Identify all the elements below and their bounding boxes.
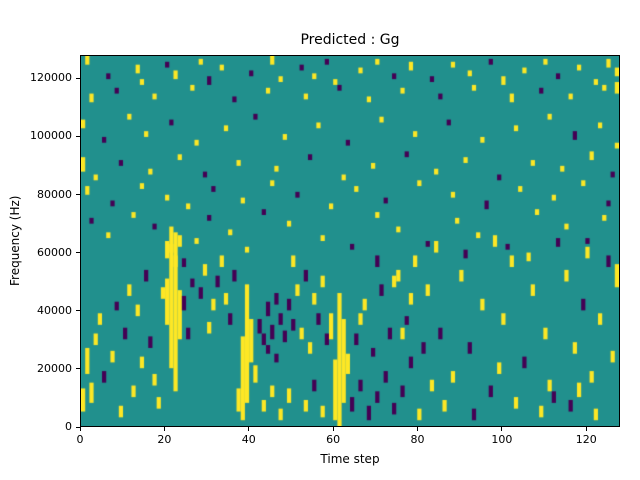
plot-area (80, 55, 620, 427)
y-tick-mark (76, 426, 80, 428)
y-tick-mark (76, 194, 80, 195)
y-tick-label: 0 (65, 420, 72, 433)
x-tick-mark (417, 427, 418, 431)
chart-title: Predicted : Gg (300, 32, 400, 48)
x-tick-label: 60 (326, 433, 341, 446)
y-tick-label: 20000 (37, 361, 72, 375)
x-tick-label: 20 (157, 433, 172, 446)
x-tick-mark (585, 427, 587, 431)
x-tick-mark (332, 427, 334, 431)
y-tick-mark (76, 252, 80, 254)
heatmap-canvas (81, 56, 619, 426)
y-tick-mark (76, 310, 80, 312)
y-tick-mark (76, 368, 80, 370)
x-tick-mark (501, 427, 503, 431)
x-tick-label: 40 (241, 433, 256, 446)
y-tick-label: 40000 (37, 303, 72, 317)
y-tick-label: 80000 (37, 187, 72, 201)
y-tick-label: 100000 (30, 129, 72, 143)
y-tick-label: 120000 (30, 71, 72, 85)
x-tick-label: 0 (76, 433, 84, 446)
x-tick-label: 100 (491, 433, 513, 446)
x-tick-mark (163, 427, 165, 431)
x-tick-label: 80 (410, 433, 425, 446)
y-tick-mark (76, 77, 80, 79)
x-axis-label: Time step (320, 452, 380, 466)
x-tick-mark (79, 427, 81, 431)
y-tick-mark (76, 135, 80, 137)
x-tick-mark (248, 427, 250, 431)
y-tick-label: 60000 (37, 245, 72, 259)
x-tick-label: 120 (575, 433, 597, 446)
